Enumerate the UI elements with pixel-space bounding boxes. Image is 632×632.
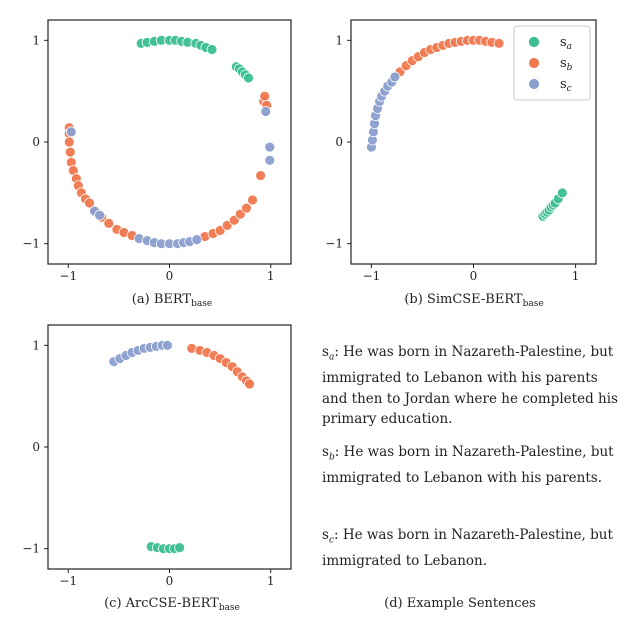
sentence-c-text: : He was born in Nazareth-Palestine, but… bbox=[322, 527, 613, 570]
series-s-a bbox=[145, 541, 186, 555]
plot-frame bbox=[47, 324, 292, 570]
legend-label: sb bbox=[560, 56, 573, 73]
data-point bbox=[162, 339, 173, 351]
legend-box bbox=[513, 25, 591, 101]
caption-b-sub: base bbox=[522, 299, 544, 309]
data-point bbox=[191, 234, 203, 246]
data-point bbox=[63, 136, 75, 148]
y-tick-label: 1 bbox=[32, 338, 40, 352]
caption-a-main: (a) BERT bbox=[131, 292, 192, 307]
y-tick-label: 1 bbox=[335, 33, 343, 47]
y-tick-label: 0 bbox=[32, 440, 40, 454]
x-tick-label: 1 bbox=[267, 574, 275, 588]
x-tick-label: 0 bbox=[470, 269, 478, 283]
data-point bbox=[241, 202, 252, 214]
x-tick-label: 1 bbox=[267, 269, 275, 283]
legend-marker bbox=[528, 57, 540, 69]
caption-b-main: (b) SimCSE-BERT bbox=[404, 292, 523, 307]
y-tick-label: 1 bbox=[32, 33, 40, 47]
x-tick-label: −1 bbox=[59, 574, 77, 588]
data-point bbox=[556, 187, 568, 199]
x-tick-label: 0 bbox=[166, 574, 174, 588]
series-s-b bbox=[63, 90, 273, 242]
data-point bbox=[259, 90, 271, 102]
chart-b: −1 0 1 1 0 −1 sa sb sc bbox=[325, 19, 597, 283]
legend-marker bbox=[528, 78, 540, 90]
sentence-a: sa: He was born in Nazareth-Palestine, b… bbox=[322, 342, 622, 430]
data-point bbox=[94, 209, 106, 221]
x-tick-label: −1 bbox=[363, 269, 381, 283]
data-point bbox=[174, 542, 186, 554]
sentence-b: sb: He was born in Nazareth-Palestine, b… bbox=[322, 442, 622, 489]
plot-frame bbox=[47, 19, 292, 265]
x-tick-label: 1 bbox=[572, 269, 580, 283]
sentence-a-label: sa bbox=[322, 344, 335, 363]
caption-a: (a) BERTbase bbox=[48, 292, 296, 309]
chart-a: −1 0 1 1 0 −1 bbox=[22, 19, 292, 283]
caption-b: (b) SimCSE-BERTbase bbox=[350, 292, 598, 309]
chart-c: −1 0 1 1 0 −1 bbox=[22, 324, 292, 588]
y-tick-label: −1 bbox=[325, 237, 343, 251]
data-point bbox=[264, 154, 276, 166]
series-s-a bbox=[537, 187, 568, 222]
data-point bbox=[244, 378, 255, 390]
y-tick-label: 0 bbox=[335, 135, 343, 149]
data-point bbox=[255, 170, 267, 181]
y-tick-label: −1 bbox=[22, 237, 40, 251]
legend-label: sa bbox=[560, 35, 572, 52]
caption-c-main: (c) ArcCSE-BERT bbox=[104, 596, 219, 611]
data-point bbox=[243, 72, 254, 84]
data-point bbox=[493, 37, 505, 49]
sentence-b-label: sb bbox=[322, 444, 335, 463]
sentence-c: sc: He was born in Nazareth-Palestine, b… bbox=[322, 525, 622, 572]
data-point bbox=[103, 217, 115, 229]
series-s-b bbox=[186, 342, 255, 390]
sentence-c-label: sc bbox=[322, 527, 334, 546]
sentence-a-text: : He was born in Nazareth-Palestine, but… bbox=[322, 344, 618, 428]
series-s-b bbox=[394, 34, 505, 78]
data-point bbox=[247, 194, 258, 206]
x-tick-label: −1 bbox=[59, 269, 77, 283]
series-s-c bbox=[65, 106, 276, 250]
data-point bbox=[84, 197, 95, 209]
legend-label: sc bbox=[560, 77, 572, 94]
sentence-b-text: : He was born in Nazareth-Palestine, but… bbox=[322, 444, 614, 487]
caption-d: (d) Example Sentences bbox=[384, 596, 536, 611]
y-tick-label: −1 bbox=[22, 542, 40, 556]
y-tick-label: 0 bbox=[32, 135, 40, 149]
data-point bbox=[65, 126, 77, 138]
data-point bbox=[264, 141, 276, 153]
caption-c-sub: base bbox=[218, 603, 240, 613]
data-point bbox=[260, 106, 272, 117]
data-point bbox=[64, 146, 76, 158]
legend-marker bbox=[528, 36, 540, 48]
series-s-a bbox=[135, 34, 254, 84]
series-s-c bbox=[108, 339, 173, 368]
x-tick-label: 0 bbox=[166, 269, 174, 283]
caption-c: (c) ArcCSE-BERTbase bbox=[48, 596, 296, 613]
data-point bbox=[389, 71, 401, 83]
series-s-c bbox=[366, 71, 401, 153]
legend: sa sb sc bbox=[513, 25, 591, 101]
data-point bbox=[206, 44, 218, 55]
caption-a-sub: base bbox=[191, 299, 213, 309]
